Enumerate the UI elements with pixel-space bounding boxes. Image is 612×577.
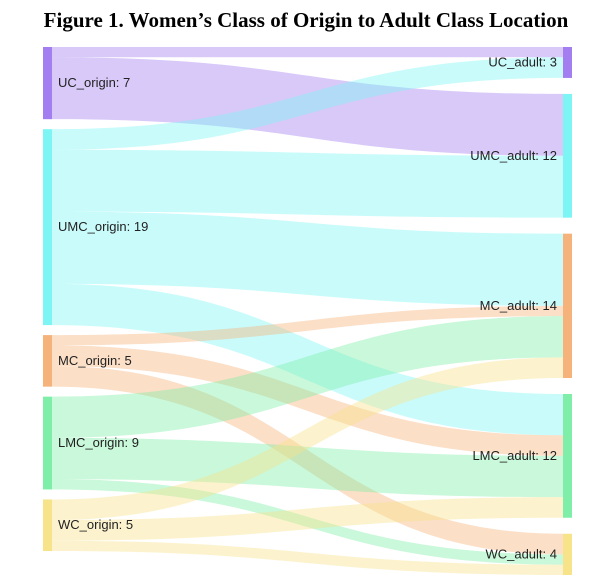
node-label-MC_adult: MC_adult: 14 [480,298,557,313]
link-LMC_origin-to-WC_adult [52,479,563,565]
node-label-WC_adult: WC_adult: 4 [485,546,557,561]
link-UMC_origin-to-UMC_adult [52,149,563,218]
link-WC_origin-to-LMC_adult [52,497,563,541]
node-LMC_origin [43,396,52,490]
link-LMC_origin-to-MC_adult [52,316,563,438]
figure-title: Figure 1. Women’s Class of Origin to Adu… [43,8,569,32]
link-UC_origin-to-UMC_adult [52,57,563,156]
node-MC_adult [563,233,572,379]
node-UMC_origin [43,129,52,326]
labels-layer: UC_origin: 7 UMC_origin: 19 MC_origin: 5 LM… [58,54,557,561]
node-LMC_adult [563,394,572,518]
node-UC_adult [563,47,572,78]
node-UMC_adult [563,93,572,218]
link-UMC_origin-to-MC_adult [52,211,563,306]
node-label-UC_origin: UC_origin: 7 [58,75,130,90]
node-label-LMC_origin: LMC_origin: 9 [58,435,139,450]
link-WC_origin-to-MC_adult [52,357,563,521]
node-WC_origin [43,499,52,551]
nodes-layer [43,47,572,575]
node-UC_origin [43,47,52,120]
link-UMC_origin-to-UC_adult [52,57,563,150]
links-layer [52,47,563,575]
node-WC_adult [563,533,572,575]
node-MC_origin [43,335,52,387]
node-label-UMC_origin: UMC_origin: 19 [58,219,148,234]
node-label-UMC_adult: UMC_adult: 12 [470,148,557,163]
node-label-LMC_adult: LMC_adult: 12 [472,448,557,463]
node-label-MC_origin: MC_origin: 5 [58,353,132,368]
link-WC_origin-to-WC_adult [52,540,563,575]
link-MC_origin-to-WC_adult [52,366,563,555]
link-UMC_origin-to-LMC_adult [52,283,563,436]
link-MC_origin-to-MC_adult [52,305,563,346]
node-label-UC_adult: UC_adult: 3 [488,54,557,69]
node-label-WC_origin: WC_origin: 5 [58,517,133,532]
link-MC_origin-to-LMC_adult [52,345,563,456]
link-UC_origin-to-UC_adult [52,47,563,58]
link-LMC_origin-to-LMC_adult [52,437,563,498]
